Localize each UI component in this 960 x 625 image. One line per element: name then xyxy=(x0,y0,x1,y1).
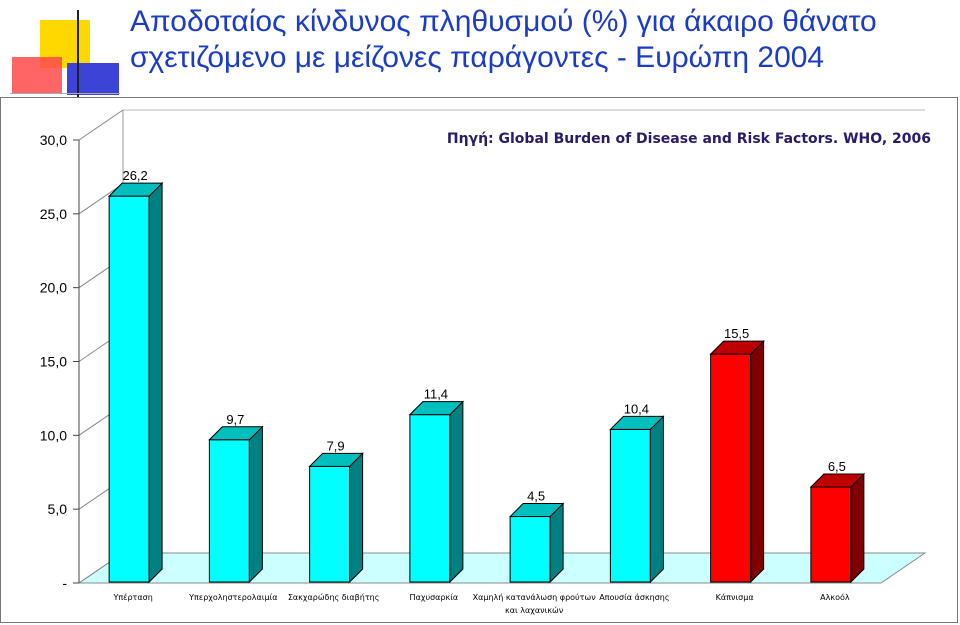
bar-side-4 xyxy=(449,400,464,584)
bar-5 xyxy=(509,516,551,583)
bar-4 xyxy=(409,414,451,583)
y-tick-label: 5,0 xyxy=(48,501,68,517)
x-category-label: Αλκοόλ xyxy=(820,592,850,602)
y-tick-label: - xyxy=(62,575,67,591)
chart-source-annotation: Πηγή: Global Burden of Disease and Risk … xyxy=(447,131,931,147)
bar-top-8 xyxy=(809,473,866,488)
x-category-label: Σακχαρώδης διαβήτης xyxy=(288,592,380,602)
x-category-label: Παχυσαρκία xyxy=(410,593,459,602)
bar-top-4 xyxy=(408,401,465,416)
x-category-label: Υπερχοληστερολαιμία xyxy=(188,593,277,602)
bar-top-3 xyxy=(308,452,364,467)
x-category-label: Υπέρταση xyxy=(112,592,152,602)
bar-side-3 xyxy=(349,452,364,584)
bar-top-1 xyxy=(107,182,164,197)
slide-title-line-2: σχετιζόμενο με μείζονες παράγοντες - Ευρ… xyxy=(130,41,825,74)
y-tick-label: 30,0 xyxy=(40,132,67,148)
y-tick-diagonal xyxy=(78,109,124,141)
decor-horizontal-line xyxy=(10,93,120,94)
slide-title-line-1: Αποδοταίος κίνδυνος πληθυσμού (%) για άκ… xyxy=(130,5,877,38)
bar-top-7 xyxy=(709,340,765,355)
bar-value-label: 10,4 xyxy=(624,401,649,416)
bar-side-6 xyxy=(649,415,664,584)
x-category-label: Κάπνισμα xyxy=(716,593,754,602)
slide-title: Αποδοταίος κίνδυνος πληθυσμού (%) για άκ… xyxy=(130,4,950,76)
y-tick-diagonal xyxy=(78,183,124,215)
decor-red-square xyxy=(12,57,62,93)
y-tick-label: 25,0 xyxy=(40,206,67,222)
bar-1 xyxy=(108,195,150,583)
chart-floor xyxy=(77,552,927,584)
x-category-label: Απουσία άσκησης xyxy=(599,593,669,602)
bar-chart: - 5,0 10,0 15,0 20,0 25,0 30,0 26,2 Υπέρταση 9,7 Υ… xyxy=(40,109,931,615)
bar-side-2 xyxy=(248,425,263,584)
bar-value-label: 11,4 xyxy=(424,387,448,402)
decor-vertical-line xyxy=(77,10,79,98)
bar-top-6 xyxy=(609,415,665,430)
bar-2 xyxy=(208,439,250,583)
bar-side-1 xyxy=(148,181,163,584)
bar-top-2 xyxy=(208,426,264,441)
bar-side-5 xyxy=(549,502,564,584)
bar-value-label: 6,5 xyxy=(828,459,846,474)
y-tick-label: 15,0 xyxy=(40,354,67,370)
bar-3 xyxy=(309,465,351,583)
bar-top-5 xyxy=(508,503,565,518)
decor-blue-square xyxy=(67,63,119,95)
y-tick-label: 10,0 xyxy=(40,427,67,443)
y-tick-label: 20,0 xyxy=(40,280,67,296)
bar-value-label: 9,7 xyxy=(226,412,244,427)
bar-value-label: 4,5 xyxy=(527,489,545,504)
bar-value-label: 7,9 xyxy=(327,438,345,453)
bar-8 xyxy=(810,486,852,583)
x-category-label: Χαμηλή κατανάλωση φρούτων xyxy=(473,592,597,602)
bar-side-7 xyxy=(750,339,765,584)
chart-area: - 5,0 10,0 15,0 20,0 25,0 30,0 26,2 Υπέρταση 9,7 Υ… xyxy=(0,97,958,623)
bar-value-label: 26,2 xyxy=(122,168,147,183)
bar-side-8 xyxy=(850,472,865,584)
bar-value-label: 15,5 xyxy=(724,326,749,341)
bar-6 xyxy=(609,428,651,583)
bar-7 xyxy=(710,353,752,583)
x-category-label: και λαχανικών xyxy=(505,605,564,615)
